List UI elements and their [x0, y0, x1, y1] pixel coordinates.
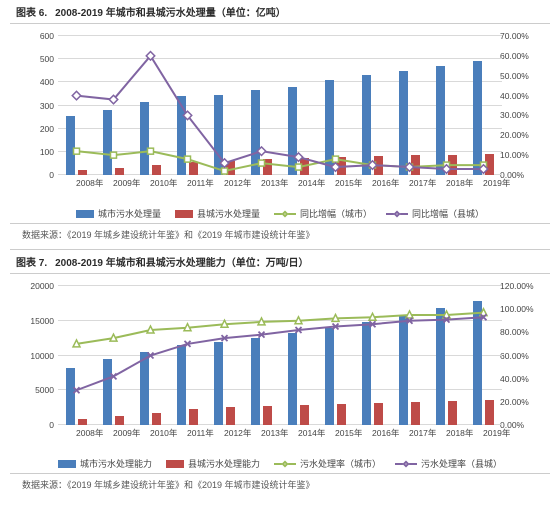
x-label: 2008年 [76, 177, 77, 189]
x-label: 2014年 [298, 177, 299, 189]
chart-title-prefix: 图表 6. [16, 4, 47, 19]
x-label: 2010年 [150, 427, 151, 439]
chart-title: 2008-2019 年城市和县城污水处理量（单位：亿吨） [55, 4, 286, 19]
x-label: 2019年 [483, 427, 484, 439]
x-label: 2010年 [150, 177, 151, 189]
x-label: 2019年 [483, 177, 484, 189]
x-label: 2011年 [187, 427, 188, 439]
x-label: 2017年 [409, 427, 410, 439]
x-label: 2018年 [446, 177, 447, 189]
chart6-block: 图表 6. 2008-2019 年城市和县城污水处理量（单位：亿吨） 01002… [0, 0, 560, 249]
chart-area: 01002003004005006000.00%10.00%20.00%30.0… [20, 30, 540, 205]
x-label: 2008年 [76, 427, 77, 439]
x-label: 2014年 [298, 427, 299, 439]
source-text: 数据来源：《2019 年城乡建设统计年鉴》和《2019 年城市建设统计年鉴》 [10, 474, 550, 497]
x-label: 2011年 [187, 177, 188, 189]
x-label: 2016年 [372, 427, 373, 439]
chart7-block: 图表 7. 2008-2019 年城市和县城污水处理能力（单位：万吨/日） 05… [0, 250, 560, 499]
x-label: 2013年 [261, 427, 262, 439]
x-label: 2018年 [446, 427, 447, 439]
source-text: 数据来源：《2019 年城乡建设统计年鉴》和《2019 年城市建设统计年鉴》 [10, 224, 550, 247]
x-label: 2009年 [113, 427, 114, 439]
x-label: 2017年 [409, 177, 410, 189]
legend: 城市污水处理量 县城污水处理量 同比增幅（城市） 同比增幅（县城） [10, 207, 550, 224]
x-label: 2013年 [261, 177, 262, 189]
chart-title: 2008-2019 年城市和县城污水处理能力（单位：万吨/日） [55, 254, 308, 269]
chart-area: 050001000015000200000.00%20.00%40.00%60.… [20, 280, 540, 455]
x-label: 2009年 [113, 177, 114, 189]
legend: 城市污水处理能力 县城污水处理能力 污水处理率（城市） 污水处理率（县城） [10, 457, 550, 474]
x-label: 2012年 [224, 427, 225, 439]
x-label: 2012年 [224, 177, 225, 189]
x-label: 2016年 [372, 177, 373, 189]
x-label: 2015年 [335, 427, 336, 439]
chart-title-prefix: 图表 7. [16, 254, 47, 269]
x-label: 2015年 [335, 177, 336, 189]
